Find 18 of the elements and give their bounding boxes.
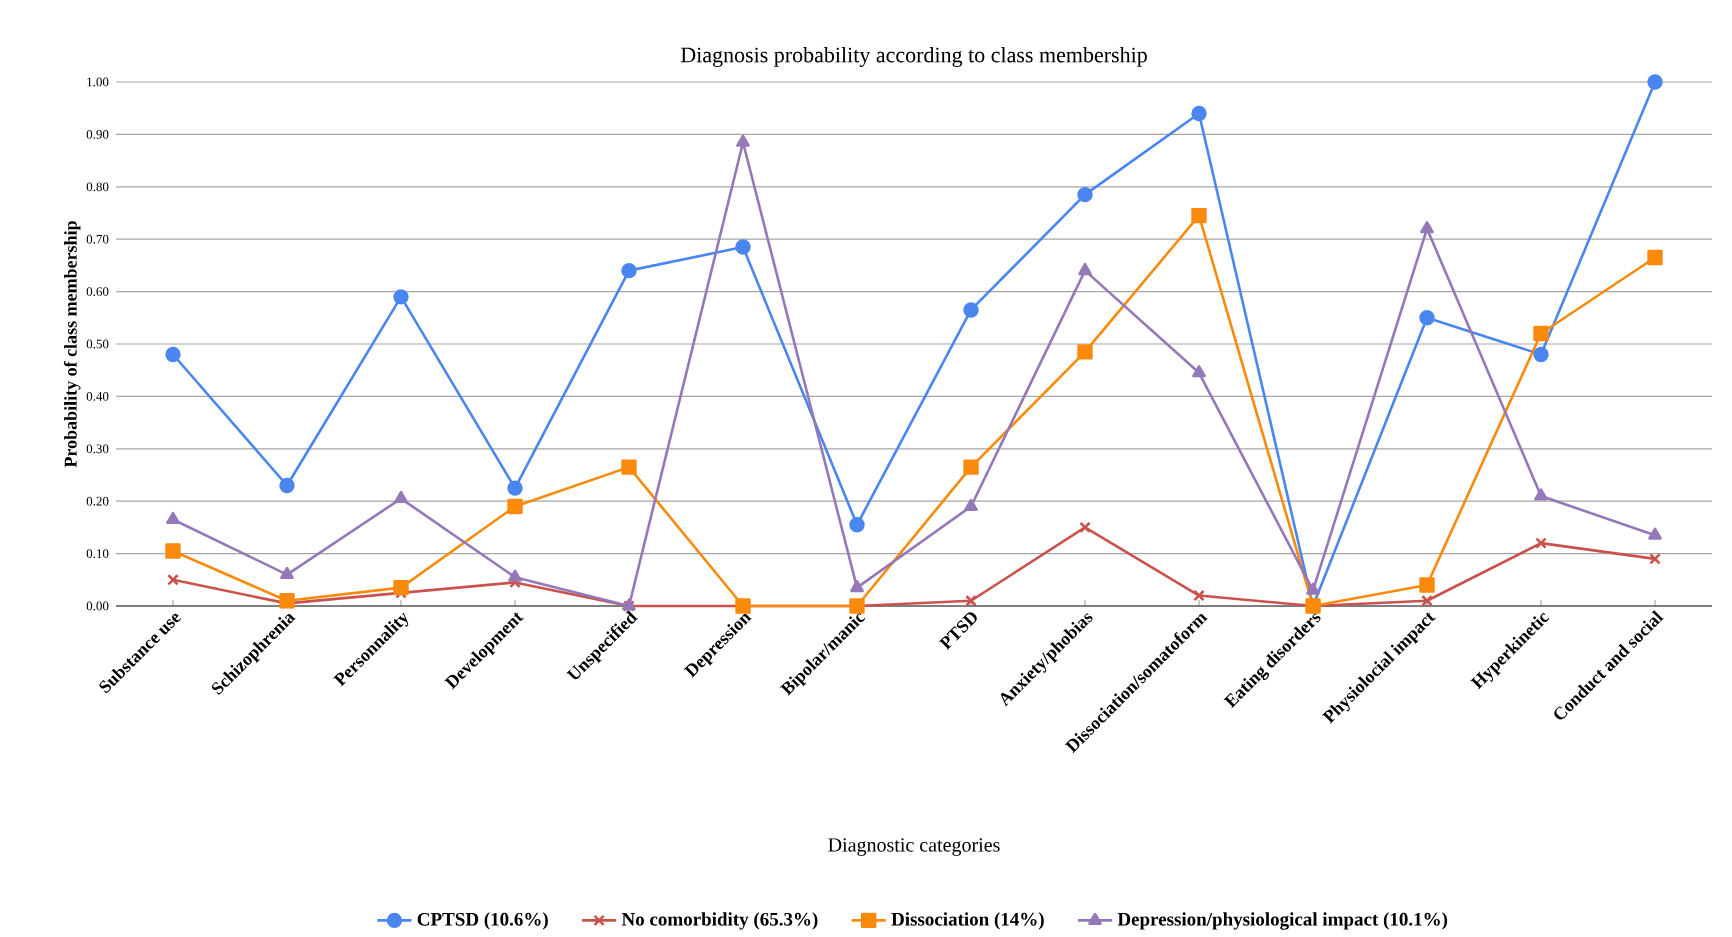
y-axis-title: Probability of class membership	[63, 221, 81, 468]
y-tick-label: 0.30	[86, 444, 109, 454]
y-tick-label: 1.00	[87, 77, 109, 87]
x-axis-title: Diagnostic categories	[828, 838, 1000, 856]
legend-label: Dissociation (14%)	[891, 912, 1044, 930]
chart-title: Diagnosis probability according to class membership	[680, 46, 1147, 67]
legend-label: CPTSD (10.6%)	[417, 912, 548, 930]
y-tick-label: 0.10	[86, 549, 109, 559]
legend-label: No comorbidity (65.3%)	[621, 912, 818, 930]
y-tick-label: 0.70	[86, 234, 109, 244]
y-tick-label: 0.00	[86, 601, 109, 611]
legend-label: Depression/physiological impact (10.1%)	[1117, 912, 1448, 930]
y-tick-label: 0.40	[86, 392, 109, 401]
y-tick-label: 0.80	[86, 182, 109, 192]
y-tick-label: 0.60	[86, 287, 109, 297]
y-tick-label: 0.20	[86, 496, 109, 506]
y-tick-label: 0.50	[86, 339, 109, 349]
y-tick-label: 0.90	[86, 130, 109, 139]
